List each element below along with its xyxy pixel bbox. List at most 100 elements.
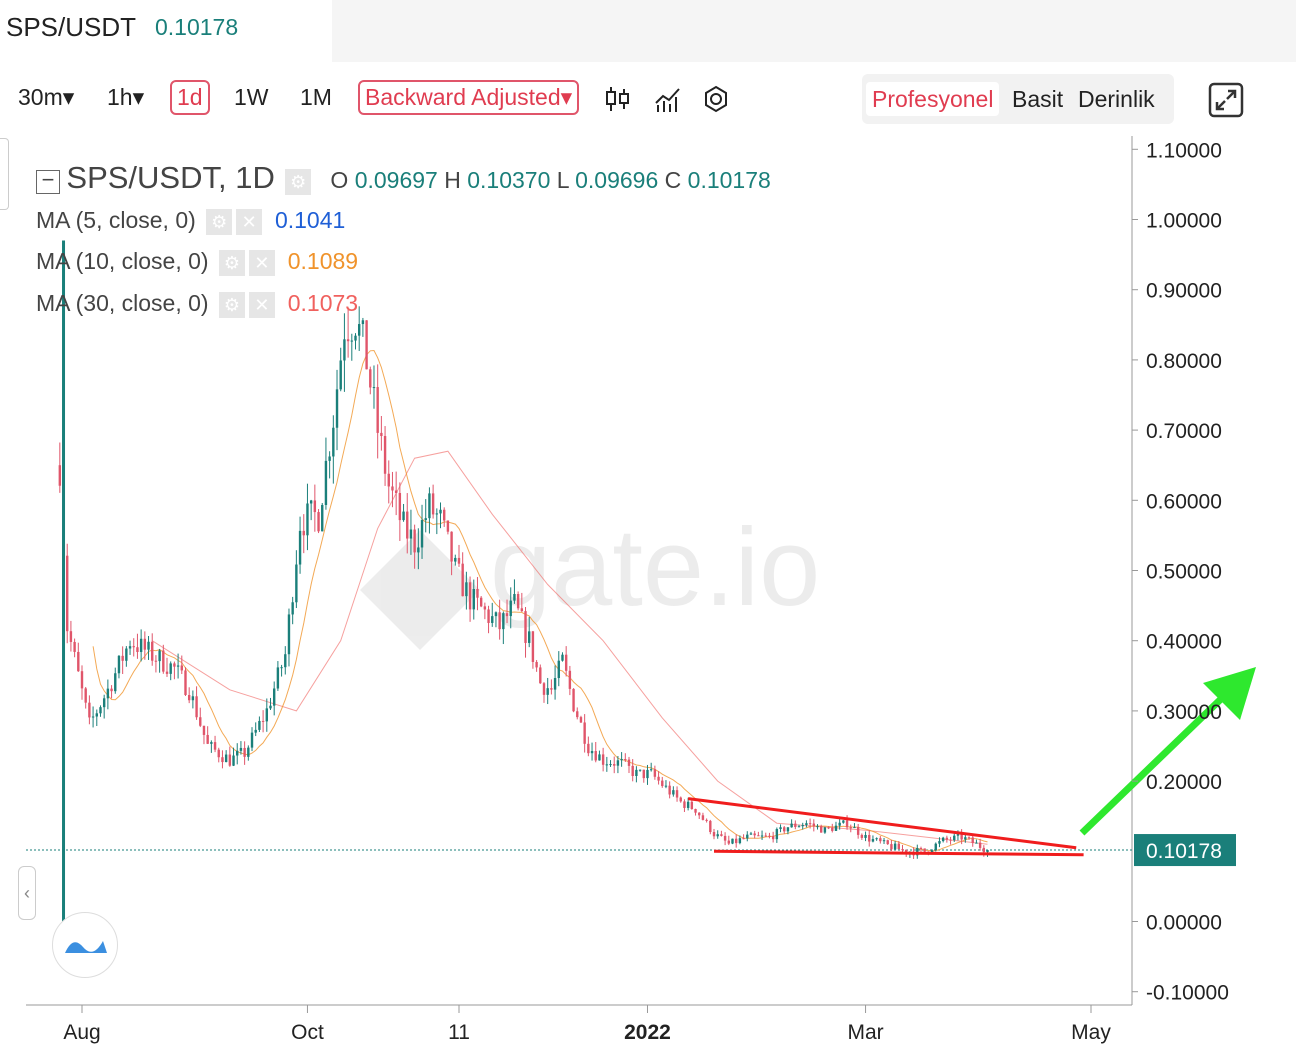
candle-body	[261, 720, 265, 722]
candle-body	[228, 754, 232, 766]
candle-body	[121, 655, 124, 661]
candle-body	[572, 688, 575, 712]
ma30-label: MA (30, close, 0)	[36, 290, 209, 316]
candle-body	[465, 582, 468, 597]
candle-body	[901, 849, 904, 851]
candle-body	[428, 493, 431, 519]
interval-1d[interactable]: 1d	[170, 80, 210, 115]
symbol-name[interactable]: SPS/USDT	[6, 12, 137, 42]
candle-body	[871, 839, 875, 842]
candle-body	[58, 465, 62, 486]
candle-body	[642, 769, 645, 779]
candle-body	[790, 823, 793, 828]
low-value: 0.09696	[575, 167, 659, 193]
candle-body	[516, 594, 520, 609]
candle-body	[80, 671, 84, 689]
candle-body	[827, 827, 830, 829]
candle-body	[783, 827, 786, 832]
candle-body	[184, 670, 187, 696]
logo-button[interactable]	[52, 912, 118, 978]
candle-body	[217, 749, 220, 758]
h-label: H	[444, 167, 461, 193]
candle-body	[158, 650, 161, 662]
candle-body	[520, 608, 524, 612]
candle-body	[491, 616, 494, 623]
y-tick-label: 1.10000	[1146, 139, 1222, 162]
candle-body	[819, 826, 823, 833]
header-background	[332, 0, 1296, 62]
candle-body	[664, 785, 668, 787]
o-label: O	[330, 167, 349, 193]
gear-icon[interactable]: ⚙	[206, 208, 233, 235]
candle-body	[812, 823, 816, 827]
fullscreen-icon[interactable]	[1208, 82, 1244, 118]
candle-body	[590, 751, 594, 754]
candle-body	[816, 826, 819, 828]
candle-body	[176, 665, 180, 667]
candlestick-icon[interactable]	[604, 85, 632, 113]
close-icon[interactable]: ✕	[248, 249, 275, 276]
c-label: C	[664, 167, 682, 193]
candle-body	[346, 339, 350, 342]
interval-1m[interactable]: 1M	[300, 84, 332, 110]
candle-body	[649, 769, 653, 771]
adjust-dropdown[interactable]: Backward Adjusted▾	[358, 80, 580, 115]
mode-basit[interactable]: Basit	[1012, 86, 1064, 112]
price-tag-label: 0.10178	[1146, 840, 1222, 863]
candle-body	[476, 589, 479, 598]
candle-body	[221, 757, 224, 763]
candle-body	[472, 589, 475, 610]
close-icon[interactable]: ✕	[248, 291, 275, 318]
interval-1h[interactable]: 1h▾	[107, 84, 145, 110]
candle-body	[391, 486, 394, 491]
candle-body	[576, 711, 579, 718]
candle-body	[805, 823, 808, 826]
candle-body	[923, 848, 926, 852]
candle-body	[786, 827, 790, 832]
gate-io-watermark: gate.io	[360, 506, 820, 650]
symbol-price: 0.10178	[155, 14, 239, 40]
y-tick-label: 0.80000	[1146, 350, 1222, 373]
interval-30m[interactable]: 30m▾	[18, 84, 75, 110]
candle-body	[479, 597, 483, 607]
candle-body	[250, 732, 254, 748]
gear-icon[interactable]: ⚙	[218, 291, 245, 318]
indicators-icon[interactable]	[654, 85, 682, 113]
candle-body	[232, 755, 235, 766]
candle-body	[775, 829, 779, 840]
candle-body	[797, 826, 801, 828]
collapse-legend-icon[interactable]: −	[36, 168, 60, 194]
candle-body	[823, 827, 827, 833]
candle-body	[635, 769, 638, 776]
candle-body	[956, 833, 960, 836]
x-tick-label: 2022	[624, 1021, 671, 1044]
open-value: 0.09697	[354, 167, 438, 193]
candle-body	[716, 834, 719, 837]
candle-body	[239, 747, 243, 751]
interval-1w[interactable]: 1W	[234, 84, 269, 110]
candle-body	[424, 518, 427, 521]
candle-body	[354, 335, 357, 341]
gear-icon[interactable]: ⚙	[218, 249, 245, 276]
mode-derinlik[interactable]: Derinlik	[1078, 86, 1155, 112]
candle-body	[513, 594, 516, 601]
x-tick-label: Aug	[63, 1021, 100, 1044]
settings-icon[interactable]	[702, 85, 730, 113]
candle-body	[269, 705, 272, 709]
candle-body	[949, 839, 952, 841]
left-drawer-handle[interactable]	[0, 138, 9, 210]
close-icon[interactable]: ✕	[236, 208, 263, 235]
ma5-value: 0.1041	[274, 207, 346, 233]
candle-body	[498, 612, 501, 630]
candle-body	[132, 646, 135, 648]
candle-body	[454, 557, 457, 562]
x-tick-label: May	[1071, 1021, 1111, 1044]
candle-body	[753, 833, 756, 836]
y-tick-label: -0.10000	[1146, 982, 1229, 1005]
gear-icon[interactable]: ⚙	[285, 168, 312, 195]
candle-body	[975, 842, 978, 844]
mode-profesyonel[interactable]: Profesyonel	[866, 82, 1000, 116]
ma30-line	[151, 450, 988, 845]
collapse-toggle[interactable]: ‹	[18, 866, 36, 920]
